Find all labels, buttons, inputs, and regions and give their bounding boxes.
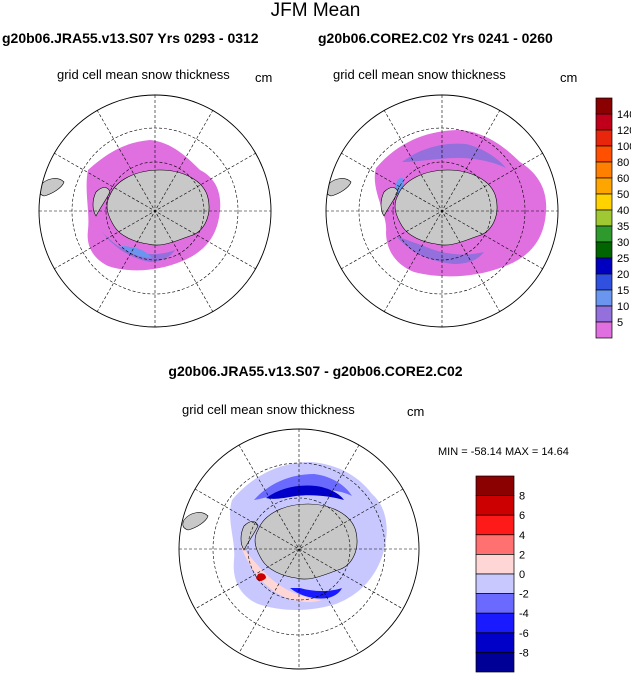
south-america-land <box>326 178 352 197</box>
difference-polar-map <box>178 428 420 670</box>
right-units: cm <box>560 70 578 85</box>
colorbar-swatch <box>475 612 515 634</box>
colorbar-label: -8 <box>519 647 529 659</box>
diff-units: cm <box>407 404 425 419</box>
colorbar-swatch <box>595 273 613 291</box>
colorbar-label: 2 <box>519 549 525 561</box>
diff-field-label: grid cell mean snow thickness <box>182 402 355 417</box>
colorbar-swatch <box>595 225 613 243</box>
colorbar-label: 10 <box>617 301 629 313</box>
left-polar-map <box>38 94 272 328</box>
colorbar-swatch <box>595 145 613 163</box>
colorbar-swatch <box>595 257 613 275</box>
south-america-land <box>39 178 65 197</box>
colorbar-swatch <box>595 129 613 147</box>
snow-10cm-region <box>396 236 484 264</box>
colorbar-swatch <box>595 241 613 259</box>
colorbar-label: -2 <box>519 589 529 601</box>
snow-15cm-region <box>395 177 404 200</box>
diff-pos-small-region <box>240 544 322 603</box>
left-units: cm <box>255 70 273 85</box>
colorbar-swatch <box>475 514 515 536</box>
colorbar-label: -4 <box>519 608 529 620</box>
colorbar-label: 35 <box>617 221 629 233</box>
colorbar-label: 140 <box>617 109 631 121</box>
colorbar-label: 80 <box>617 157 629 169</box>
diff-pos-large-region <box>256 573 266 581</box>
colorbar-swatch <box>475 632 515 653</box>
colorbar-label: 60 <box>617 173 629 185</box>
figure-title: JFM Mean <box>270 0 361 21</box>
colorbar-label: 15 <box>617 285 629 297</box>
colorbar-label: 100 <box>617 141 631 153</box>
colorbar-label: 40 <box>617 205 629 217</box>
difference-colorbar: 8 6 4 2 0 -2 -4 -6 -8 <box>475 475 529 673</box>
colorbar-label: 6 <box>519 510 525 522</box>
right-polar-map <box>325 94 559 328</box>
colorbar-swatch <box>475 554 515 575</box>
right-field-label: grid cell mean snow thickness <box>333 67 506 82</box>
right-panel-title: g20b06.CORE2.C02 Yrs 0241 - 0260 <box>318 30 553 46</box>
colorbar-swatch <box>595 97 613 115</box>
difference-title: g20b06.JRA55.v13.S07 - g20b06.CORE2.C02 <box>168 363 463 379</box>
diff-neg-large-region <box>290 588 342 599</box>
south-america-land <box>182 512 209 531</box>
colorbar-label: 25 <box>617 253 629 265</box>
snow-10cm-region <box>402 143 506 168</box>
top-colorbar: 140 120 100 80 60 50 40 35 30 25 20 15 10 5 <box>595 97 631 339</box>
colorbar-label: 0 <box>519 569 525 581</box>
colorbar-swatch <box>475 593 515 614</box>
colorbar-swatch <box>475 475 515 496</box>
colorbar-label: 4 <box>519 530 525 542</box>
colorbar-swatch <box>595 209 613 227</box>
left-panel-title: g20b06.JRA55.v13.S07 Yrs 0293 - 0312 <box>2 30 259 46</box>
colorbar-swatch <box>475 652 515 673</box>
left-field-label: grid cell mean snow thickness <box>57 67 230 82</box>
colorbar-swatch <box>475 534 515 555</box>
snow-15cm-region <box>120 246 152 258</box>
colorbar-swatch <box>595 193 613 211</box>
diff-neg-large-region <box>266 485 344 500</box>
antarctica-landmass <box>92 169 210 246</box>
colorbar-swatch <box>595 321 613 339</box>
colorbar-label: 50 <box>617 189 629 201</box>
colorbar-label: 20 <box>617 269 629 281</box>
min-max-readout: MIN = -58.14 MAX = 14.64 <box>438 446 569 458</box>
colorbar-label: -6 <box>519 628 529 640</box>
snow-10cm-region <box>102 232 175 262</box>
colorbar-label: 30 <box>617 237 629 249</box>
colorbar-swatch <box>475 495 515 516</box>
colorbar-swatch <box>475 573 515 594</box>
colorbar-label: 5 <box>617 317 623 329</box>
colorbar-swatch <box>595 177 613 195</box>
colorbar-swatch <box>595 161 613 179</box>
colorbar-swatch <box>595 113 613 131</box>
colorbar-label: 120 <box>617 125 631 137</box>
colorbar-swatch <box>595 289 613 307</box>
colorbar-swatch <box>595 305 613 323</box>
colorbar-label: 8 <box>519 491 525 503</box>
